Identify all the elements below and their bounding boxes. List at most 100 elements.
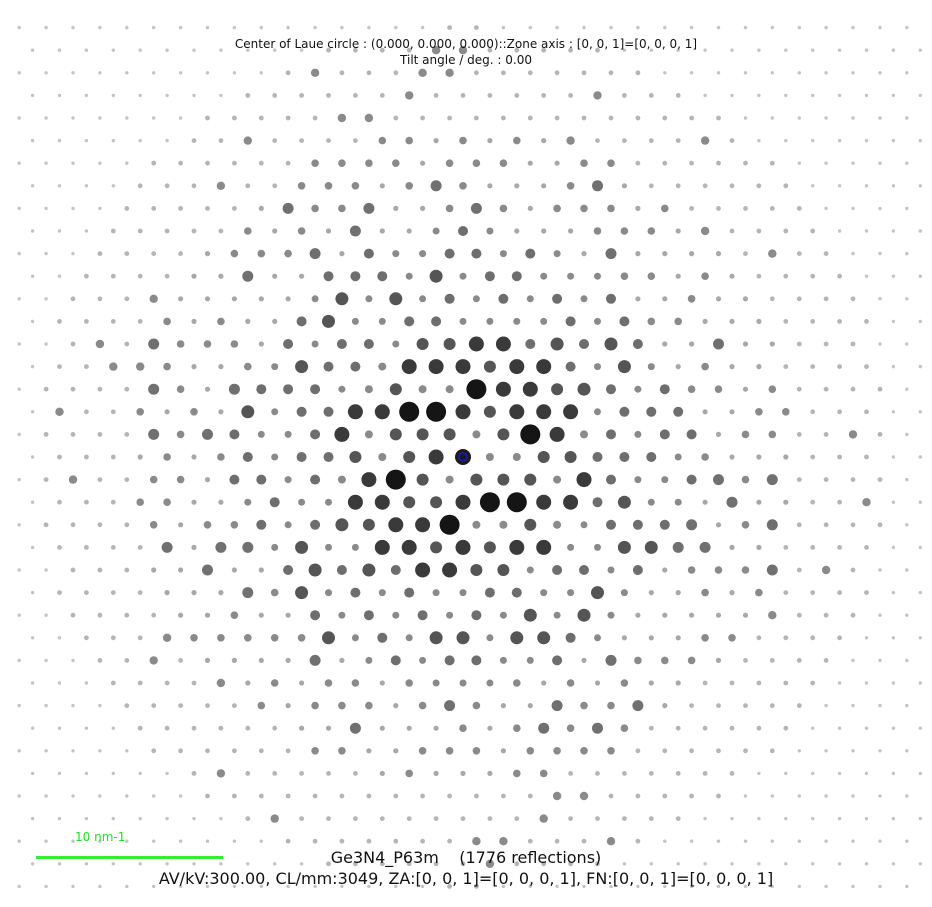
reflection-spot xyxy=(701,453,709,461)
reflection-spot xyxy=(296,406,307,417)
reflection-spot xyxy=(604,337,618,351)
reflection-spot xyxy=(378,317,386,325)
reflection-spot xyxy=(918,229,922,233)
reflection-spot xyxy=(270,634,279,642)
reflection-spot xyxy=(299,816,304,821)
microscope-parameters: AV/kV:300.00, CL/mm:3049, ZA:[0, 0, 1]=[… xyxy=(158,869,774,888)
reflection-spot xyxy=(71,794,75,798)
reflection-spot xyxy=(165,771,169,776)
reflection-spot xyxy=(405,679,414,687)
reflection-spot xyxy=(851,658,855,663)
reflection-spot xyxy=(568,93,573,98)
reflection-spot xyxy=(17,613,21,617)
reflection-spot xyxy=(566,182,575,190)
reflection-spot xyxy=(702,680,708,686)
reflection-spot xyxy=(797,71,801,75)
reflection-spot xyxy=(918,93,922,98)
reflection-spot xyxy=(770,116,774,120)
reflection-spot xyxy=(675,816,681,821)
reflection-spot xyxy=(98,794,102,798)
reflection-spot xyxy=(310,610,321,621)
tilt-angle-label: Tilt angle / deg. : 0.00 xyxy=(400,53,532,67)
reflection-spot xyxy=(217,634,225,642)
reflection-spot xyxy=(125,794,129,798)
reflection-spot xyxy=(270,679,279,687)
reflection-spot xyxy=(30,138,35,143)
reflection-spot xyxy=(580,701,588,710)
reflection-spot xyxy=(905,342,909,346)
reflection-spot xyxy=(796,251,802,256)
reflection-spot xyxy=(687,295,696,303)
reflection-spot xyxy=(70,296,76,302)
reflection-spot xyxy=(178,251,184,256)
reflection-spot xyxy=(364,430,373,439)
reflection-spot xyxy=(241,405,255,419)
reflection-spot xyxy=(891,138,896,143)
reflection-spot xyxy=(701,588,709,597)
reflection-spot xyxy=(675,228,681,234)
reflection-spot xyxy=(581,838,587,844)
reflection-spot xyxy=(823,296,829,302)
reflection-spot xyxy=(137,454,143,460)
reflection-spot xyxy=(797,884,801,889)
reflection-spot xyxy=(420,838,425,844)
reflection-spot xyxy=(905,568,909,572)
reflection-spot xyxy=(310,519,321,530)
reflection-spot xyxy=(850,386,856,392)
reflection-spot xyxy=(514,816,520,821)
reflection-spot xyxy=(205,160,210,166)
reflection-spot xyxy=(137,725,143,731)
reflection-spot xyxy=(57,319,62,324)
reflection-spot xyxy=(68,475,78,484)
reflection-spot xyxy=(837,726,842,730)
reflection-spot xyxy=(323,271,334,282)
reflection-spot xyxy=(700,226,710,236)
reflection-spot xyxy=(165,816,169,821)
reflection-spot xyxy=(541,680,547,686)
reflection-spot xyxy=(522,381,538,397)
reflection-spot xyxy=(445,475,454,484)
reflection-spot xyxy=(84,771,89,776)
reflection-spot xyxy=(823,477,829,482)
reflection-spot xyxy=(71,251,75,256)
reflection-spot xyxy=(17,387,21,391)
reflection-spot xyxy=(30,590,35,595)
reflection-spot xyxy=(245,680,251,686)
reflection-spot xyxy=(433,770,439,777)
reflection-spot xyxy=(837,635,842,641)
reflection-spot xyxy=(796,567,802,573)
reflection-spot xyxy=(152,884,156,889)
reflection-spot xyxy=(401,359,417,375)
reflection-spot xyxy=(84,816,89,821)
reflection-spot xyxy=(797,116,801,120)
reflection-spot xyxy=(811,48,815,52)
reflection-spot xyxy=(554,160,560,166)
reflection-spot xyxy=(176,475,185,484)
reflection-spot xyxy=(636,25,640,30)
reflection-spot xyxy=(769,206,775,211)
reflection-spot xyxy=(850,477,856,482)
reflection-spot xyxy=(742,341,749,347)
reflection-spot xyxy=(336,339,347,349)
reflection-spot xyxy=(271,408,279,416)
reflection-spot xyxy=(149,475,158,484)
reflection-spot xyxy=(551,383,564,396)
reflection-spot xyxy=(878,71,882,75)
reflection-spot xyxy=(483,541,496,554)
reflection-spot xyxy=(57,184,62,188)
reflection-spot xyxy=(137,680,143,686)
reflection-spot xyxy=(567,543,575,551)
reflection-spot xyxy=(568,861,573,867)
reflection-spot xyxy=(124,658,130,663)
reflection-spot xyxy=(729,454,735,460)
reflection-spot xyxy=(191,318,197,324)
reflection-spot xyxy=(823,432,829,437)
reflection-spot xyxy=(811,184,815,188)
reflection-spot xyxy=(17,251,21,256)
reflection-spot xyxy=(308,563,322,577)
reflection-spot xyxy=(245,318,251,324)
reflection-spot xyxy=(218,499,224,505)
reflection-spot xyxy=(125,749,129,753)
reflection-spot xyxy=(663,884,667,889)
reflection-spot xyxy=(703,862,707,866)
